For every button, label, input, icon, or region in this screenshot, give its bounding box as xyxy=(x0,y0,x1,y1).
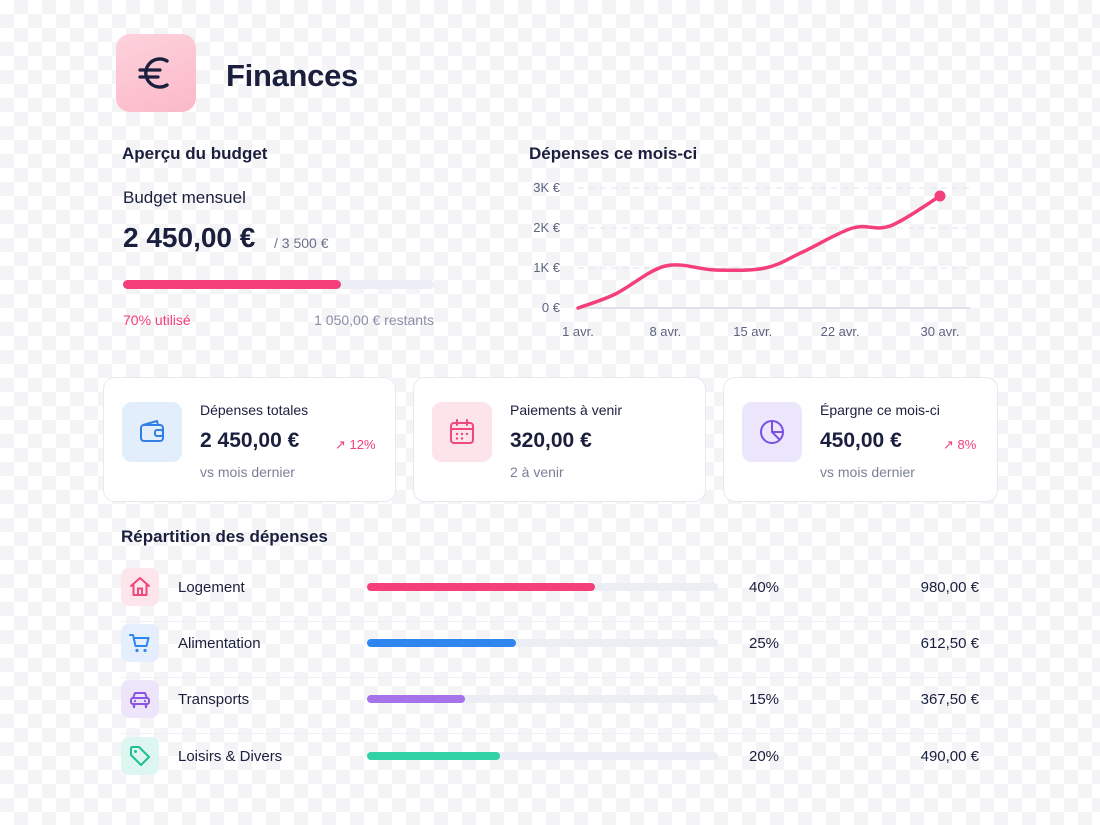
car-icon xyxy=(130,692,150,709)
divider xyxy=(121,677,979,678)
card-value: 320,00 € xyxy=(510,429,592,452)
wallet-icon xyxy=(140,420,164,442)
chart-x-tick-label: 22 avr. xyxy=(821,324,860,339)
breakdown-title: Répartition des dépenses xyxy=(121,527,328,546)
row-progress-bar xyxy=(367,639,718,647)
chart-y-tick-label: 0 € xyxy=(542,300,561,315)
spending-line-chart: 0 € 1K € 2K € 3K € 1 avr. 8 avr. 15 avr. 22 avr… xyxy=(533,180,970,339)
chart-x-tick-label: 8 avr. xyxy=(649,324,681,339)
breakdown-row-transport: Transports 15% 367,50 € xyxy=(121,678,979,734)
card-icon-box xyxy=(122,402,182,462)
card-label: Épargne ce mois-ci xyxy=(820,402,940,418)
row-label: Transports xyxy=(178,691,250,708)
card-icon-box xyxy=(432,402,492,462)
row-progress-bar xyxy=(367,583,718,591)
row-percent: 15% xyxy=(749,691,780,708)
card-total-spending: Dépenses totales 2 450,00 € ↗ 12% vs moi… xyxy=(103,377,396,502)
row-label: Alimentation xyxy=(178,635,261,652)
breakdown-row-food: Alimentation 25% 612,50 € xyxy=(121,622,979,678)
row-icon-box xyxy=(121,568,159,606)
chart-x-tick-label: 15 avr. xyxy=(733,324,772,339)
row-percent: 20% xyxy=(749,748,780,765)
budget-remaining-label: 1 050,00 € restants xyxy=(314,312,434,328)
row-icon-box xyxy=(121,737,159,775)
budget-subtitle: Budget mensuel xyxy=(123,188,246,207)
card-note: vs mois dernier xyxy=(820,464,915,480)
chart-end-point xyxy=(934,190,946,202)
row-icon-box xyxy=(121,624,159,662)
chart-x-tick-label: 30 avr. xyxy=(920,324,959,339)
chart-title: Dépenses ce mois-ci xyxy=(529,144,698,163)
row-progress-fill xyxy=(367,695,466,703)
card-note: vs mois dernier xyxy=(200,464,295,480)
budget-progress-bar xyxy=(123,280,434,289)
card-value: 450,00 € xyxy=(820,429,902,452)
row-progress-bar xyxy=(367,752,718,760)
row-percent: 25% xyxy=(749,635,780,652)
home-icon xyxy=(130,577,150,596)
pie-chart-icon xyxy=(760,420,784,444)
row-amount: 612,50 € xyxy=(920,635,979,652)
row-icon-box xyxy=(121,680,159,718)
page-title: Finances xyxy=(226,58,358,93)
divider xyxy=(121,733,979,734)
cart-icon xyxy=(129,634,150,653)
card-trend: ↗ 12% xyxy=(335,437,376,452)
card-monthly-savings: Épargne ce mois-ci 450,00 € ↗ 8% vs mois… xyxy=(723,377,998,502)
budget-used-label: 70% utilisé xyxy=(123,312,191,328)
chart-y-tick-label: 2K € xyxy=(533,220,561,235)
card-label: Paiements à venir xyxy=(510,402,623,418)
row-progress-fill xyxy=(367,583,596,591)
divider xyxy=(121,621,979,622)
calendar-icon xyxy=(450,419,474,444)
row-progress-fill xyxy=(367,639,517,647)
tag-icon xyxy=(130,746,150,766)
row-amount: 980,00 € xyxy=(920,579,979,596)
chart-y-tick-label: 3K € xyxy=(533,180,561,195)
breakdown-row-housing: Logement 40% 980,00 € xyxy=(121,566,979,622)
row-amount: 490,00 € xyxy=(920,748,979,765)
breakdown-row-leisure: Loisirs & Divers 20% 490,00 € xyxy=(121,735,979,791)
budget-progress-fill xyxy=(123,280,341,289)
budget-section-title: Aperçu du budget xyxy=(122,144,268,163)
row-progress-fill xyxy=(367,752,501,760)
row-label: Loisirs & Divers xyxy=(178,748,283,765)
chart-y-tick-label: 1K € xyxy=(533,260,561,275)
chart-series-line xyxy=(576,194,942,310)
card-upcoming-payments: Paiements à venir 320,00 € 2 à venir xyxy=(413,377,706,502)
row-percent: 40% xyxy=(749,579,780,596)
card-label: Dépenses totales xyxy=(200,402,309,418)
card-value: 2 450,00 € xyxy=(200,429,300,452)
app-logo xyxy=(116,34,196,112)
row-label: Logement xyxy=(178,579,245,596)
budget-amount: 2 450,00 € xyxy=(123,222,256,253)
budget-total: / 3 500 € xyxy=(274,235,329,251)
euro-icon xyxy=(138,57,169,89)
row-amount: 367,50 € xyxy=(920,691,979,708)
card-note: 2 à venir xyxy=(510,464,564,480)
card-trend: ↗ 8% xyxy=(943,437,977,452)
card-icon-box xyxy=(742,402,802,462)
chart-x-tick-label: 1 avr. xyxy=(562,324,594,339)
row-progress-bar xyxy=(367,695,718,703)
